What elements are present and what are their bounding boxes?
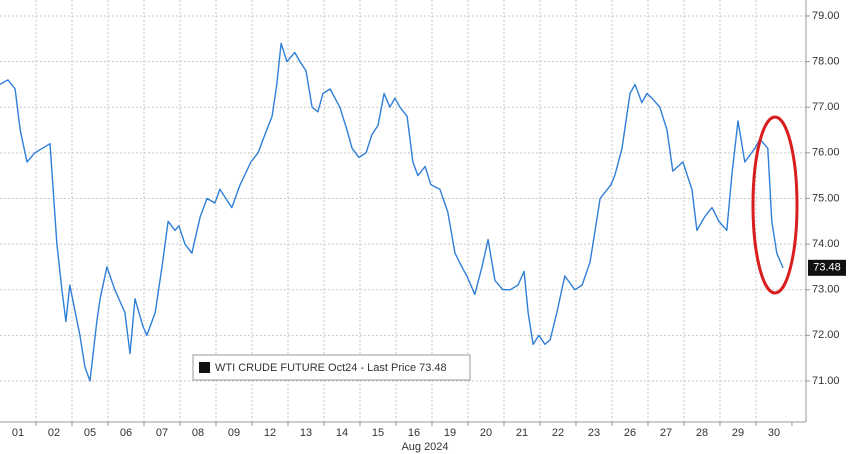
x-tick-label: 13 xyxy=(300,427,312,439)
x-tick-label: 22 xyxy=(552,427,564,439)
y-tick-label: 78.00 xyxy=(812,55,840,67)
x-tick-label: 26 xyxy=(624,427,636,439)
plot xyxy=(0,42,784,382)
x-tick-label: 09 xyxy=(228,427,240,439)
x-tick-label: 07 xyxy=(156,427,168,439)
legend-text: WTI CRUDE FUTURE Oct24 - Last Price 73.4… xyxy=(215,362,447,374)
x-axis-label: Aug 2024 xyxy=(401,441,448,453)
last-price-label: 73.48 xyxy=(813,262,841,274)
x-tick-label: 15 xyxy=(372,427,384,439)
x-tick-label: 06 xyxy=(120,427,132,439)
x-tick-label: 05 xyxy=(84,427,96,439)
legend: WTI CRUDE FUTURE Oct24 - Last Price 73.4… xyxy=(192,354,471,381)
y-tick-label: 74.00 xyxy=(812,238,840,250)
y-tick-label: 73.00 xyxy=(812,284,840,296)
x-tick-label: 12 xyxy=(264,427,276,439)
y-tick-label: 76.00 xyxy=(812,147,840,159)
x-tick-label: 23 xyxy=(588,427,600,439)
x-tick-label: 21 xyxy=(516,427,528,439)
y-tick-label: 72.00 xyxy=(812,329,840,341)
y-tick-label: 75.00 xyxy=(812,192,840,204)
price-line xyxy=(0,42,784,382)
x-tick-label: 16 xyxy=(408,427,420,439)
x-tick-label: 14 xyxy=(336,427,348,439)
x-tick-label: 20 xyxy=(480,427,492,439)
y-tick-label: 79.00 xyxy=(812,10,840,22)
x-tick-label: 29 xyxy=(732,427,744,439)
y-tick-label: 71.00 xyxy=(812,375,840,387)
x-tick-label: 28 xyxy=(696,427,708,439)
legend-box xyxy=(192,354,471,381)
x-tick-label: 19 xyxy=(444,427,456,439)
x-tick-label: 30 xyxy=(768,427,780,439)
x-tick-label: 02 xyxy=(48,427,60,439)
last-price-tag xyxy=(808,259,846,276)
x-tick-label: 01 xyxy=(12,427,24,439)
legend-swatch xyxy=(199,362,210,373)
highlight-ellipse xyxy=(751,115,799,295)
y-tick-label: 77.00 xyxy=(812,101,840,113)
x-tick-label: 08 xyxy=(192,427,204,439)
x-tick-label: 27 xyxy=(660,427,672,439)
